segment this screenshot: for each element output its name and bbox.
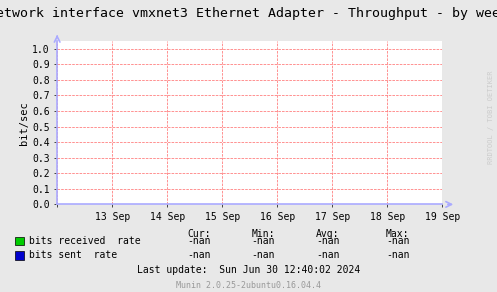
Text: RRDTOOL / TOBI OETIKER: RRDTOOL / TOBI OETIKER xyxy=(488,70,494,164)
Y-axis label: bit/sec: bit/sec xyxy=(19,101,29,145)
Text: -nan: -nan xyxy=(251,236,275,246)
Text: -nan: -nan xyxy=(386,236,410,246)
Text: Min:: Min: xyxy=(251,229,275,239)
Text: -nan: -nan xyxy=(316,236,340,246)
Text: -nan: -nan xyxy=(187,236,211,246)
Text: Network interface vmxnet3 Ethernet Adapter - Throughput - by week: Network interface vmxnet3 Ethernet Adapt… xyxy=(0,7,497,20)
Text: Cur:: Cur: xyxy=(187,229,211,239)
Text: Munin 2.0.25-2ubuntu0.16.04.4: Munin 2.0.25-2ubuntu0.16.04.4 xyxy=(176,281,321,290)
Text: bits sent  rate: bits sent rate xyxy=(29,251,117,260)
Text: Max:: Max: xyxy=(386,229,410,239)
Text: -nan: -nan xyxy=(316,251,340,260)
Text: bits received  rate: bits received rate xyxy=(29,236,141,246)
Text: Last update:  Sun Jun 30 12:40:02 2024: Last update: Sun Jun 30 12:40:02 2024 xyxy=(137,265,360,275)
Text: -nan: -nan xyxy=(386,251,410,260)
Text: -nan: -nan xyxy=(187,251,211,260)
Text: Avg:: Avg: xyxy=(316,229,340,239)
Text: -nan: -nan xyxy=(251,251,275,260)
